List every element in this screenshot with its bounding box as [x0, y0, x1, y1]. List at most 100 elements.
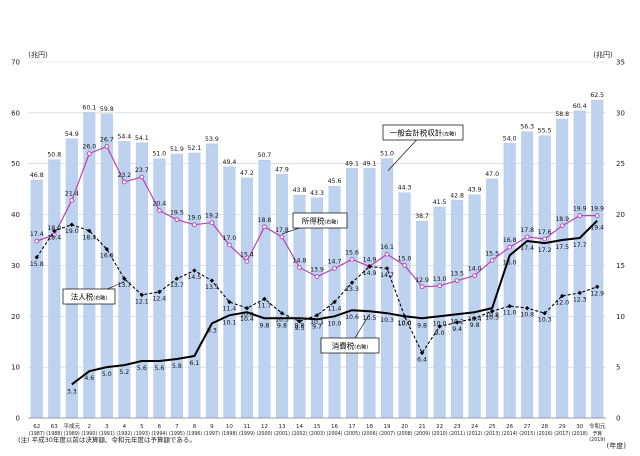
x-tick-sublabel: (1994)	[151, 431, 167, 437]
income-tax-line-value-label: 16.1	[380, 244, 394, 251]
corporate-tax-line-point	[104, 246, 110, 252]
consumption-tax-line-value-label: 10.3	[380, 317, 394, 324]
bar-value-label: 47.2	[240, 170, 254, 177]
income-tax-line-point	[192, 222, 197, 228]
bar-value-label: 49.1	[363, 160, 377, 167]
corporate-tax-line-point	[367, 264, 372, 269]
income-tax-line-point	[157, 208, 162, 213]
income-tax-line-point	[472, 273, 477, 278]
x-tick-sublabel: (1992)	[116, 431, 132, 437]
income-tax-line-point	[34, 238, 40, 244]
consumption-tax-line-value-label: 10.6	[345, 314, 359, 321]
bar-total-tax	[240, 177, 253, 419]
income-tax-line-point	[419, 284, 425, 290]
right-tick-label: 25	[616, 160, 625, 168]
x-tick-label: 30	[576, 424, 583, 430]
bar-value-label: 51.9	[170, 146, 184, 153]
x-tick-sublabel: (2005)	[344, 431, 360, 437]
x-tick-sublabel: (2016)	[537, 431, 553, 437]
x-tick-label: 8	[193, 424, 197, 430]
x-tick-sublabel: (1989)	[64, 431, 80, 437]
bar-value-label: 59.8	[100, 106, 114, 113]
income-tax-line-point	[314, 274, 320, 279]
bar-total-tax	[416, 220, 429, 419]
income-tax-line-value-label: 14.9	[363, 256, 377, 263]
consumption-tax-line-value-label: 3.3	[67, 388, 77, 395]
bar-total-tax	[223, 166, 236, 419]
corporate-tax-line-value-label: 13.3	[345, 286, 359, 293]
consumption-tax-line-value-label: 9.8	[417, 322, 427, 329]
x-tick-sublabel: (1990)	[81, 431, 97, 437]
bar-value-label: 38.7	[415, 213, 429, 220]
x-tick-label: 9	[210, 424, 214, 430]
x-tick-label: 29	[559, 424, 566, 430]
bar-total-tax	[275, 174, 288, 419]
legend-total-tax-name: 一般会計税収計	[390, 128, 443, 138]
bar-total-tax	[521, 131, 534, 419]
corporate-tax-line-point	[349, 280, 355, 285]
consumption-tax-line	[71, 219, 598, 386]
corporate-tax-line-value-label: 14.5	[188, 274, 202, 281]
bar-value-label: 46.8	[30, 172, 44, 179]
income-tax-line-value-label: 16.8	[503, 237, 517, 244]
corporate-tax-line-point	[595, 284, 600, 289]
income-tax-line-point	[402, 263, 407, 268]
x-tick-sublabel: (2001)	[274, 431, 290, 437]
income-tax-line-point	[332, 266, 337, 271]
x-tick-label: 63	[51, 424, 58, 430]
x-tick-sublabel: (2018)	[572, 431, 588, 437]
x-tick-label: 11	[243, 424, 250, 430]
corporate-tax-line-value-label: 19.0	[65, 228, 79, 235]
x-tick-label: 24	[471, 424, 478, 430]
corporate-tax-line-point	[437, 324, 442, 329]
x-tick-label: 15	[314, 424, 321, 430]
bar-value-label: 42.8	[450, 192, 464, 199]
corporate-tax-line-value-label: 11.7	[258, 302, 272, 309]
corporate-tax-line-value-label: 13.5	[205, 284, 219, 291]
x-tick-label: 19	[384, 424, 391, 430]
x-tick-sublabel: (2015)	[519, 431, 535, 437]
consumption-tax-line-value-label: 6.1	[189, 360, 199, 367]
left-tick-label: 50	[11, 160, 20, 168]
consumption-tax-line-value-label: 17.2	[538, 247, 552, 254]
income-tax-line-point	[524, 234, 530, 240]
income-tax-line-value-label: 17.0	[223, 235, 237, 242]
x-tick-sublabel: (1996)	[186, 431, 202, 437]
bar-total-tax	[188, 152, 201, 419]
corporate-tax-line-point	[262, 296, 267, 302]
x-tick-sublabel: (2012)	[467, 431, 483, 437]
consumption-tax-line-value-label: 4.6	[84, 375, 94, 382]
income-tax-line-point	[279, 234, 285, 240]
series-callouts: 一般会計税収計(左軸)所得税(右軸)法人税(右軸)消費税(右軸)	[62, 124, 464, 354]
income-tax-line-point	[244, 259, 250, 264]
legend-total-tax-label: 一般会計税収計(左軸)	[390, 128, 456, 138]
bar-value-label: 55.5	[538, 128, 552, 135]
x-tick-label: 13	[278, 424, 285, 430]
right-tick-label: 5	[616, 364, 620, 372]
x-tick-label: 20	[401, 424, 408, 430]
corporate-tax-line-value-label: 10.3	[538, 317, 552, 324]
consumption-tax-line-value-label: 5.6	[154, 365, 164, 372]
x-tick-sublabel: (1991)	[99, 431, 115, 437]
income-tax-line-value-label: 18.8	[258, 217, 272, 224]
left-tick-label: 30	[11, 262, 20, 270]
income-tax-line-point	[437, 283, 442, 289]
x-tick-sublabel: (2004)	[327, 431, 343, 437]
consumption-tax-line-value-label: 9.7	[312, 323, 322, 330]
bar-value-label: 54.4	[117, 133, 131, 140]
x-tick-label: 21	[419, 424, 426, 430]
income-tax-line-value-label: 23.7	[135, 167, 149, 174]
bar-total-tax	[65, 138, 78, 419]
bar-value-label: 54.9	[65, 131, 79, 138]
consumption-tax-line-value-label: 10.2	[450, 318, 464, 325]
income-tax-line-point	[121, 179, 127, 185]
corporate-tax-line-point	[192, 268, 197, 273]
corporate-tax-line-point	[454, 320, 460, 325]
x-tick-sublabel: (2007)	[379, 431, 395, 437]
income-tax-line-point	[297, 265, 302, 270]
legend-total-tax-box	[382, 124, 464, 141]
bar-value-label: 50.7	[258, 152, 272, 159]
income-tax-line-point	[139, 174, 145, 180]
series-lines	[34, 144, 600, 386]
income-tax-line-point	[174, 217, 180, 223]
